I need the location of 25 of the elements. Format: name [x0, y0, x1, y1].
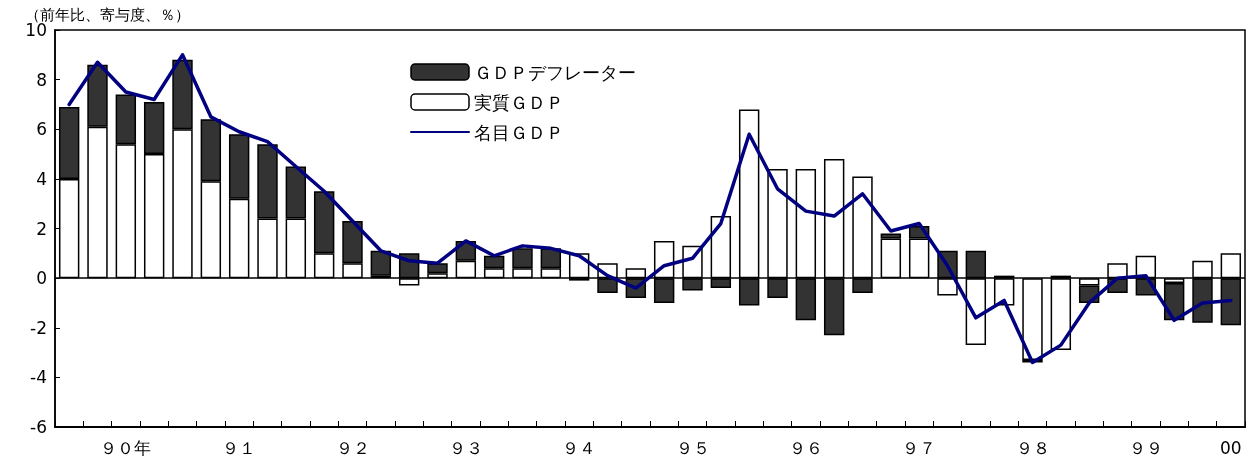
y-tick-label: 6	[36, 119, 47, 140]
y-axis-title: （前年比、寄与度、％）	[25, 5, 190, 24]
x-tick-label: ９７	[902, 437, 937, 458]
y-tick-label: -4	[30, 367, 47, 388]
x-tick-label: 00	[1220, 437, 1242, 458]
x-tick-label: ９１	[222, 437, 257, 458]
bar	[427, 263, 448, 274]
y-tick-label: 4	[36, 168, 47, 189]
y-tick-label: -2	[30, 317, 47, 338]
y-tick-label: -6	[30, 417, 47, 437]
x-tick-label: ９９	[1128, 437, 1163, 458]
x-tick-label: ９３	[448, 437, 483, 458]
x-tick-label: ９４	[562, 437, 597, 458]
legend-label: 名目ＧＤＰ	[474, 121, 564, 143]
x-tick-label: ９５	[675, 437, 710, 458]
legend-label: ＧＤＰデフレーター	[474, 61, 636, 83]
legend-label: 実質ＧＤＰ	[474, 91, 564, 113]
y-tick-label: 8	[36, 69, 47, 90]
x-tick-label: ９６	[788, 437, 823, 458]
line-series	[67, 53, 1233, 365]
x-tick-label: ９８	[1015, 437, 1050, 458]
x-tick-label: ９２	[335, 437, 370, 458]
y-tick-label: 2	[36, 218, 47, 239]
x-tick-label: ９０年	[100, 437, 152, 458]
y-tick-label: 0	[36, 268, 47, 289]
